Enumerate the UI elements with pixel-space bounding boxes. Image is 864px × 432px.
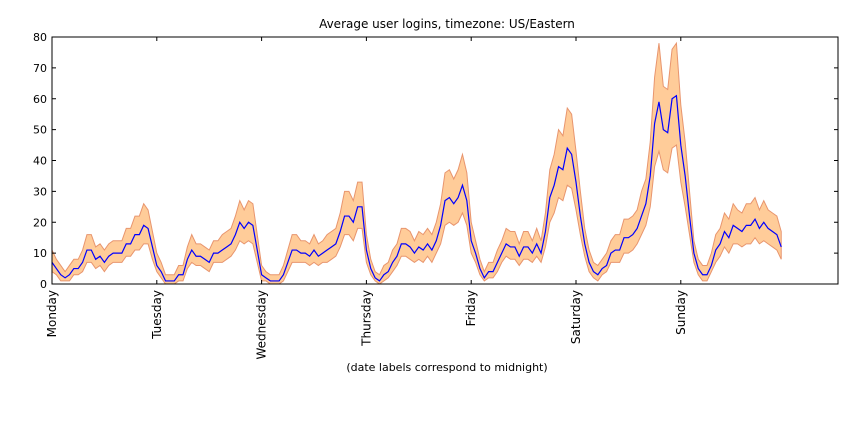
- x-tick-label: Friday: [464, 290, 478, 326]
- x-tick-label: Tuesday: [150, 290, 164, 340]
- x-tick-label: Saturday: [569, 290, 583, 344]
- y-tick-label: 70: [33, 62, 47, 75]
- y-tick-label: 10: [33, 247, 47, 260]
- mean-line: [51, 94, 782, 282]
- y-tick-label: 0: [40, 278, 47, 291]
- x-tick-label: Sunday: [674, 290, 688, 335]
- x-tick-label: Thursday: [359, 290, 373, 347]
- y-tick-label: 80: [33, 31, 47, 44]
- y-tick-label: 30: [33, 185, 47, 198]
- x-tick-label: Wednesday: [255, 290, 269, 359]
- y-tick-label: 60: [33, 93, 47, 106]
- confidence-band: [51, 41, 782, 285]
- y-tick-label: 20: [33, 216, 47, 229]
- chart-title: Average user logins, timezone: US/Easter…: [319, 17, 575, 31]
- x-tick-label: Monday: [45, 290, 59, 337]
- x-axis-label: (date labels correspond to midnight): [346, 361, 547, 374]
- y-tick-label: 50: [33, 124, 47, 137]
- y-tick-label: 40: [33, 155, 47, 168]
